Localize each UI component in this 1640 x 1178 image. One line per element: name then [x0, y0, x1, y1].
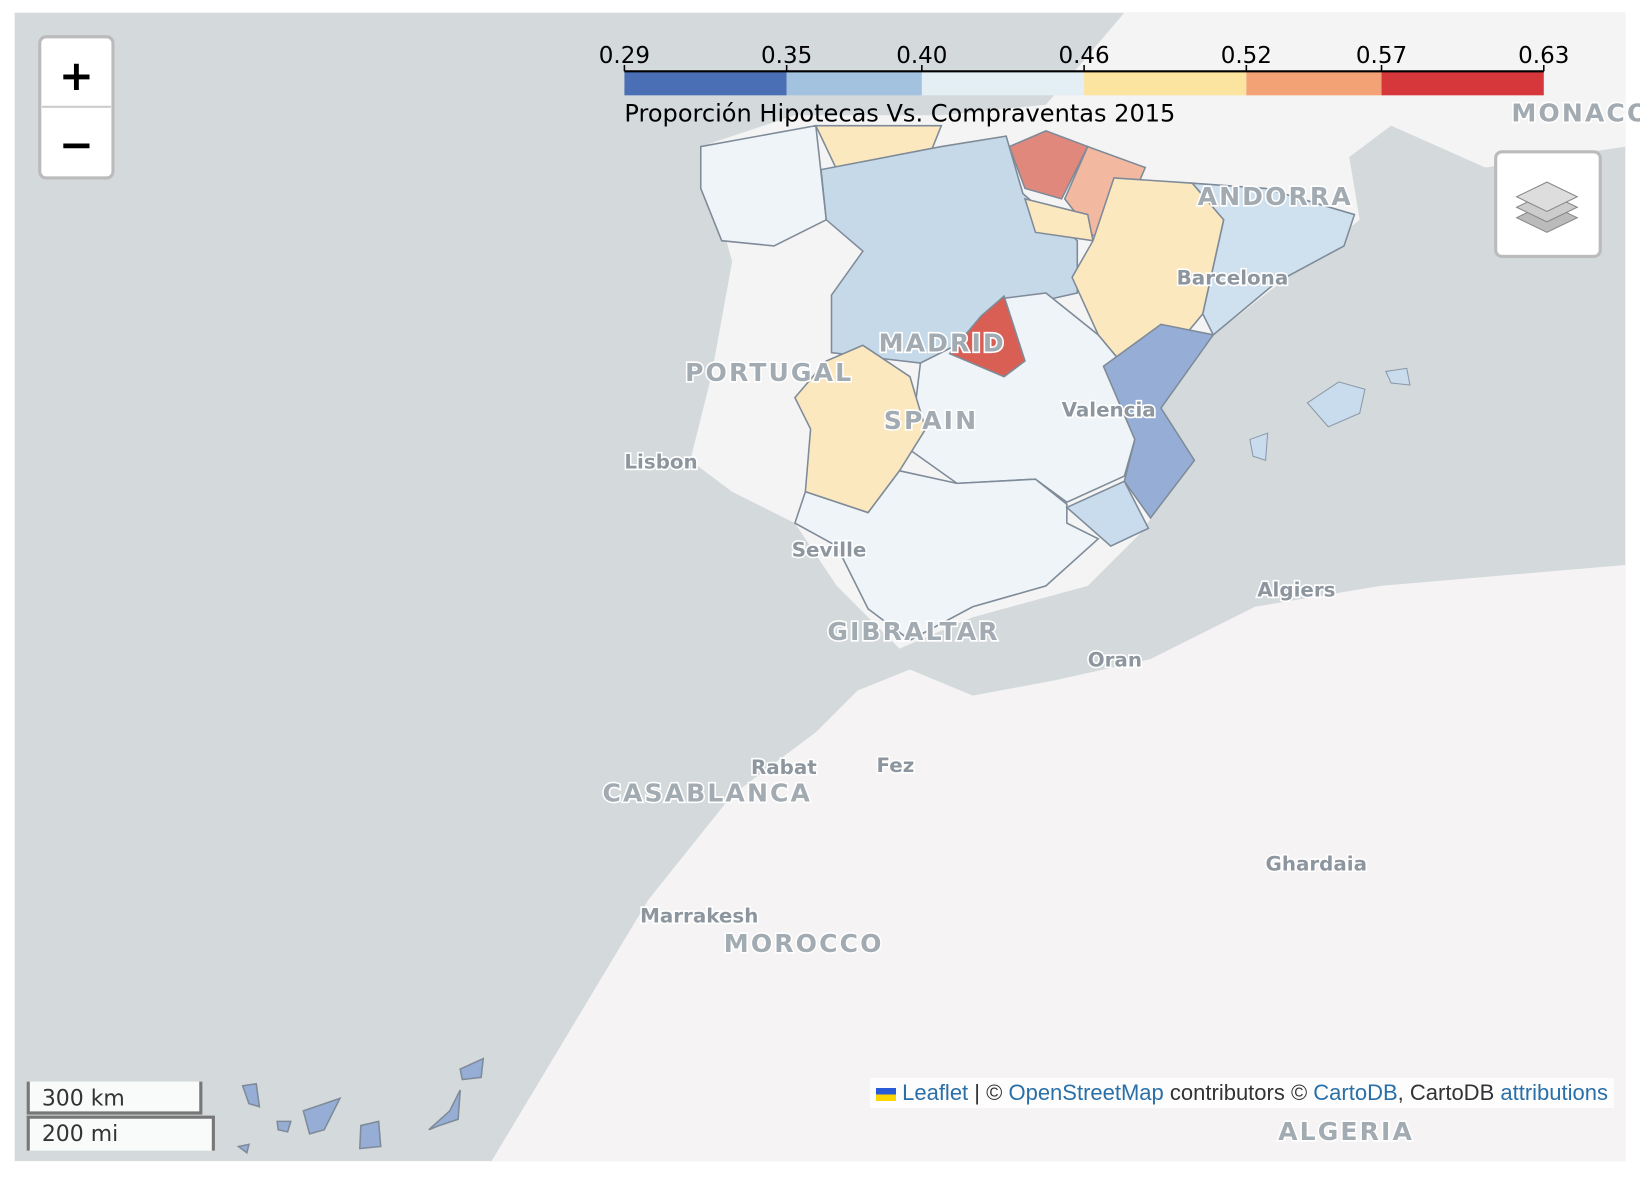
map-label: MADRID: [879, 329, 1006, 358]
region: [1190, 182, 1356, 337]
link[interactable]: attributions: [1500, 1080, 1608, 1105]
scale-bar: [26, 1081, 203, 1115]
map-label: Marrakesh: [640, 905, 758, 928]
region: [236, 1143, 250, 1155]
region: [428, 1089, 461, 1131]
legend: Proporción Hipotecas Vs. Compraventas 20…: [599, 43, 1570, 128]
map-label: GIBRALTAR: [827, 617, 999, 646]
regions: [236, 124, 1356, 1155]
layers-control[interactable]: [1494, 150, 1602, 258]
region: [948, 294, 1026, 378]
scale-control: 300 km 200 mi: [26, 1081, 215, 1151]
canary-islands: [236, 1057, 485, 1155]
legend-title: Proporción Hipotecas Vs. Compraventas 20…: [624, 99, 1175, 127]
region: [358, 1120, 382, 1150]
attribution-text: | ©: [974, 1080, 1003, 1105]
region: [1065, 480, 1150, 548]
map-label: Ghardaia: [1266, 852, 1367, 875]
map-label: Fez: [876, 754, 914, 777]
region: [793, 469, 1100, 642]
attribution: Leaflet | © OpenStreetMap contributors ©…: [869, 1078, 1614, 1108]
map-label: Valencia: [1062, 398, 1156, 421]
map-label: Lisbon: [624, 451, 697, 474]
link[interactable]: Leaflet: [902, 1080, 969, 1105]
link[interactable]: OpenStreetMap: [1008, 1080, 1164, 1105]
map-label: CASABLANCA: [602, 778, 812, 807]
region: [699, 124, 828, 247]
map-label: Oran: [1088, 648, 1142, 671]
region: [276, 1120, 292, 1133]
scale-label: 300 km: [42, 1087, 125, 1112]
map-label: PORTUGAL: [685, 358, 853, 387]
map-labels: PORTUGAL SPAIN MADRID ANDORRA MONACO Bar…: [601, 97, 1640, 1148]
map-label: Rabat: [751, 756, 817, 779]
map-label: MONACO: [1511, 98, 1640, 127]
colorbar-segment: [1084, 71, 1247, 96]
zoom-in[interactable]: +: [59, 51, 94, 100]
map-label: MOROCCO: [724, 929, 884, 958]
colorbar-segment: [1381, 71, 1544, 96]
land-africa: [491, 564, 1626, 1162]
legend-tick-label: 0.40: [896, 43, 947, 69]
colorbar-segment: [921, 71, 1085, 96]
map-label: Seville: [792, 539, 867, 562]
legend-tick-label: 0.35: [761, 43, 812, 69]
link[interactable]: CartoDB: [1313, 1080, 1398, 1105]
region: [1385, 367, 1411, 386]
region: [1249, 432, 1269, 462]
legend-tick-label: 0.63: [1518, 43, 1569, 69]
flag-icon: [875, 1087, 896, 1101]
legend-tick-label: 0.52: [1221, 43, 1272, 69]
scale-label: 200 mi: [42, 1122, 118, 1147]
map-label: SPAIN: [884, 406, 978, 435]
colorbar-segment: [1246, 71, 1382, 96]
legend-tick-label: 0.57: [1356, 43, 1407, 69]
map-label: Algiers: [1257, 578, 1335, 601]
legend-tick-label: 0.46: [1058, 43, 1109, 69]
region: [1102, 323, 1215, 520]
region: [302, 1096, 342, 1135]
attribution-text: , CartoDB: [1397, 1080, 1495, 1105]
map-label: ALGERIA: [1278, 1117, 1414, 1146]
zoom-control: + −: [38, 35, 115, 180]
region: [459, 1057, 485, 1081]
region: [1008, 130, 1089, 200]
map-label: ANDORRA: [1198, 182, 1353, 211]
scale-bar: [26, 1115, 215, 1151]
map-label: Barcelona: [1177, 267, 1289, 290]
legend-tick-label: 0.29: [599, 43, 650, 69]
zoom-out[interactable]: −: [59, 120, 94, 169]
colorbar-segment: [624, 71, 787, 96]
region: [1306, 381, 1366, 428]
layers-icon: [1515, 181, 1579, 213]
attribution-text: contributors ©: [1169, 1080, 1308, 1105]
region: [793, 344, 927, 514]
colorbar-segment: [786, 71, 922, 96]
region: [241, 1082, 261, 1108]
